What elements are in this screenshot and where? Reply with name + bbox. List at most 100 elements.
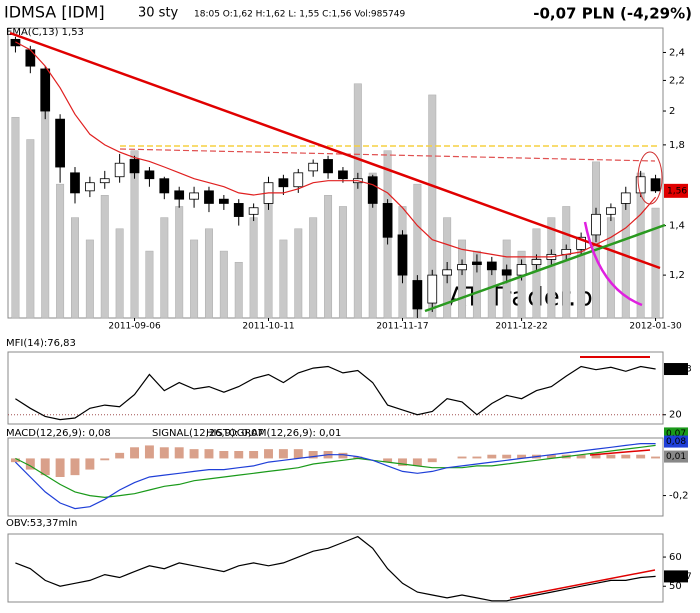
histogram-bar: [636, 454, 646, 459]
series-line: [15, 535, 656, 602]
candle-body: [606, 207, 616, 215]
candle-body: [591, 213, 601, 236]
candle-body: [159, 178, 170, 194]
x-tick-label: 2011-11-17: [376, 322, 428, 332]
last-box: [664, 450, 688, 463]
candle-body: [248, 207, 259, 215]
series-line: [15, 365, 656, 421]
y-tick-label: 1,4: [669, 221, 685, 232]
histogram-bar: [651, 456, 661, 459]
last-label: 1,56: [667, 186, 687, 196]
last-label: 76,83: [666, 365, 692, 375]
histogram-bar: [308, 451, 318, 459]
y-tick-label: 2,4: [669, 47, 685, 58]
candle-body: [70, 172, 80, 194]
candle-body: [114, 162, 125, 178]
volume-bar: [190, 239, 199, 319]
volume-bar: [160, 217, 169, 319]
legend-entry: HISTOGRAM(12,26,9): 0,01: [206, 428, 341, 439]
candle-body: [293, 172, 304, 188]
symbol: IDMSA [IDM]: [4, 3, 105, 22]
volume-bar: [56, 183, 65, 319]
last-box: [664, 570, 688, 583]
volume-bar: [472, 250, 481, 319]
candle-body: [308, 162, 319, 172]
legend-entry: OBV:53,37mln: [6, 518, 77, 529]
candle-body: [10, 38, 21, 47]
histogram-bar: [40, 458, 50, 476]
series-line: [14, 443, 656, 510]
last-label: 0,08: [666, 437, 686, 447]
histogram-bar: [159, 447, 169, 459]
y-tick-label: 2,2: [669, 75, 685, 86]
candle-body: [233, 203, 244, 217]
volume-bar: [41, 94, 50, 319]
histogram-bar: [487, 454, 497, 459]
histogram-bar: [234, 451, 244, 459]
candle-body: [457, 264, 467, 271]
volume-bar: [368, 172, 377, 319]
candle-body: [412, 280, 423, 310]
candle-body: [397, 234, 408, 276]
x-tick-label: 2011-12-22: [495, 322, 547, 332]
panel-frame: [7, 351, 664, 425]
histogram-bar: [591, 454, 601, 459]
histogram-bar: [338, 452, 348, 459]
volume-bar: [204, 228, 213, 319]
volume-bar: [115, 228, 124, 319]
histogram-bar: [278, 449, 288, 459]
candle-body: [620, 192, 631, 204]
histogram-bar: [621, 454, 631, 459]
y-tick-label: 60: [669, 552, 682, 563]
volume-bar: [11, 116, 20, 319]
candle-body: [531, 259, 542, 265]
histogram-bar: [174, 447, 184, 459]
histogram-bar: [85, 458, 95, 470]
volume-bar: [175, 206, 184, 319]
volume-bar: [249, 217, 258, 319]
last-label: 0,01: [666, 452, 686, 462]
volume-bar: [532, 228, 541, 319]
volume-bar: [145, 250, 154, 319]
volume-bar: [279, 239, 288, 319]
panel-frame: [7, 437, 664, 517]
y-tick-label: 1,2: [669, 270, 685, 281]
legend-entry: SIGNAL(12,26,9): 0,07: [152, 428, 264, 439]
volume-bar: [294, 228, 303, 319]
volume-bar: [606, 217, 615, 319]
volume-bar: [219, 250, 228, 319]
volume-bar: [309, 217, 318, 319]
histogram-bar: [606, 454, 616, 459]
candle-body: [367, 176, 378, 204]
histogram-bar: [115, 452, 125, 459]
date: 30 sty: [138, 6, 179, 21]
series-line: [15, 41, 657, 258]
candle-body: [442, 269, 453, 276]
candle-body: [40, 68, 51, 112]
legend-entry: MACD(12,26,9): 0,08: [6, 428, 111, 439]
x-tick-label: 2011-09-06: [108, 322, 161, 332]
candle-body: [218, 198, 229, 204]
curve: [583, 221, 643, 307]
volume-bar: [71, 217, 79, 319]
volume-bar: [234, 261, 243, 319]
histogram-bar: [130, 447, 139, 459]
histogram-bar: [249, 451, 259, 459]
x-tick-label: 2011-10-11: [242, 322, 294, 332]
histogram-bar: [398, 458, 407, 466]
histogram-bar: [502, 454, 512, 459]
volume-bar: [458, 239, 467, 319]
highlight: [637, 151, 663, 205]
volume-bar: [85, 239, 94, 319]
candle-body: [174, 190, 185, 200]
x-tick-label: 2012-01-30: [629, 322, 682, 332]
histogram-bar: [204, 449, 214, 459]
candle-body: [338, 170, 348, 180]
candle-body: [144, 170, 155, 180]
candle-body: [278, 178, 289, 188]
y-tick-label: 50: [669, 581, 682, 592]
last-box: [664, 183, 688, 198]
histogram-bar: [472, 456, 482, 459]
histogram-bar: [55, 458, 65, 477]
